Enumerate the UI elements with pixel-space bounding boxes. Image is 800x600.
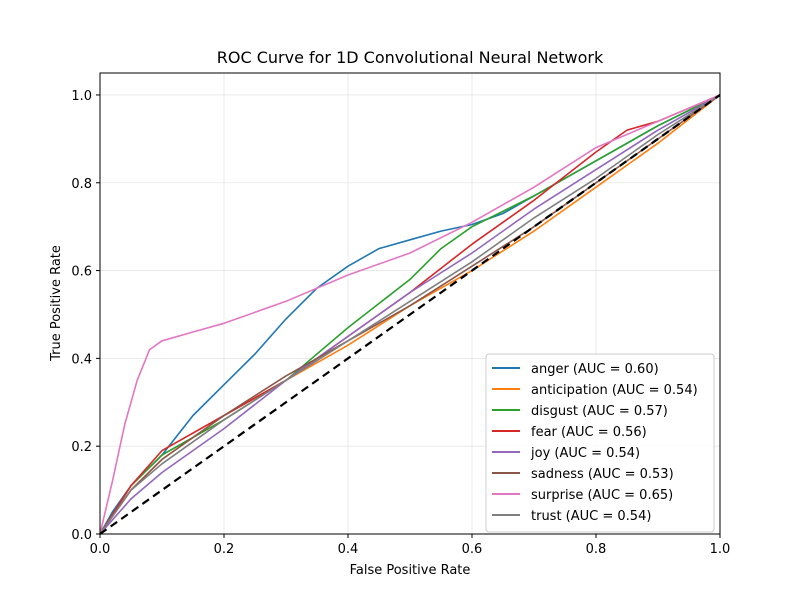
x-axis-label: False Positive Rate	[350, 563, 471, 578]
y-tick-label: 0.2	[71, 440, 92, 455]
series-lines	[99, 94, 721, 535]
grid-lines	[99, 73, 721, 535]
y-tick-label: 1.0	[71, 89, 92, 104]
legend-entry: sadness (AUC = 0.53)	[531, 467, 674, 482]
x-tick-label: 0.0	[90, 542, 111, 557]
y-tick-label: 0.0	[71, 528, 92, 543]
axes: 0.0 0.2 0.4 0.6 0.8 1.0 0.0 0.2 0.4 0.6 0.8 1.0	[71, 72, 731, 557]
x-tick-label: 1.0	[710, 542, 731, 557]
plot-frame	[99, 72, 721, 535]
legend: anger (AUC = 0.60) anticipation (AUC = 0.…	[485, 353, 715, 533]
legend-entry: disgust (AUC = 0.57)	[531, 404, 668, 419]
series-line-surprise	[99, 94, 721, 535]
legend-entry: fear (AUC = 0.56)	[531, 425, 647, 440]
x-tick-label: 0.6	[462, 542, 483, 557]
legend-entry: joy (AUC = 0.54)	[530, 446, 640, 461]
y-tick-label: 0.4	[71, 352, 92, 367]
x-tick-label: 0.2	[214, 542, 235, 557]
x-tick-label: 0.8	[586, 542, 607, 557]
legend-entry: anger (AUC = 0.60)	[531, 362, 659, 377]
legend-box	[485, 353, 715, 533]
series-line-joy	[99, 94, 721, 535]
y-axis-label: True Positive Rate	[49, 245, 64, 362]
y-tick-label: 0.8	[71, 177, 92, 192]
legend-entry: anticipation (AUC = 0.54)	[531, 383, 698, 398]
chart-title: ROC Curve for 1D Convolutional Neural Ne…	[217, 48, 604, 67]
series-line-disgust	[99, 94, 721, 535]
series-line-sadness	[99, 94, 721, 535]
series-line-trust	[99, 94, 721, 535]
diagonal-reference-line	[99, 94, 721, 535]
legend-entry: trust (AUC = 0.54)	[531, 509, 651, 524]
legend-entry: surprise (AUC = 0.65)	[531, 488, 673, 503]
y-tick-label: 0.6	[71, 265, 92, 280]
x-tick-label: 0.4	[338, 542, 359, 557]
